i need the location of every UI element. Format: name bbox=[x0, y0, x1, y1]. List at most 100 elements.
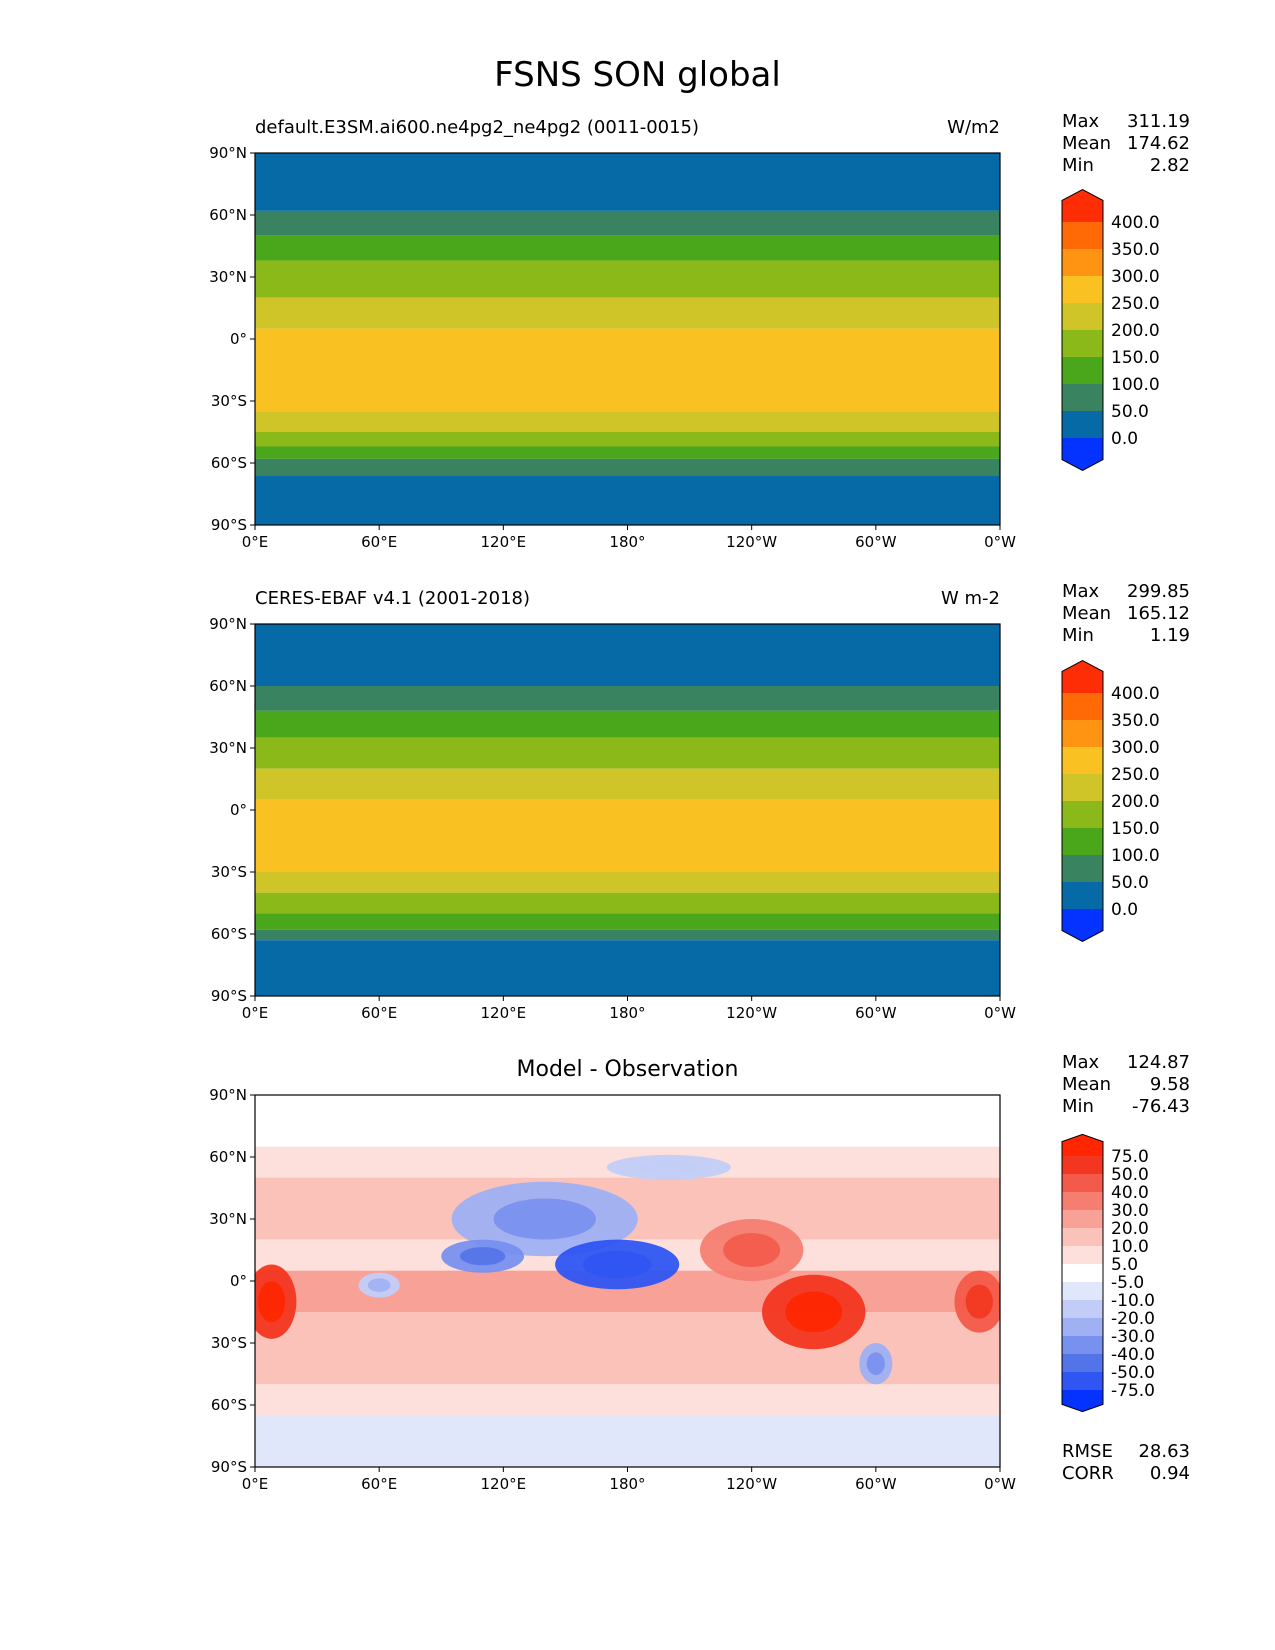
y-tick-label: 60°N bbox=[209, 677, 247, 695]
figure-title: FSNS SON global bbox=[494, 55, 781, 95]
y-tick-label: 90°N bbox=[209, 1086, 247, 1104]
stat-max: Max 124.87 bbox=[1062, 1052, 1190, 1073]
x-tick-label: 0°E bbox=[242, 1475, 269, 1493]
contour-field bbox=[255, 624, 1000, 996]
colorbar-extend-min bbox=[1062, 909, 1103, 942]
contour-band bbox=[255, 686, 1000, 711]
y-tick-label: 90°N bbox=[209, 615, 247, 633]
contour-band bbox=[255, 1384, 1000, 1416]
colorbar-swatch bbox=[1062, 222, 1103, 249]
panel-reference-title-left: CERES-EBAF v4.1 (2001-2018) bbox=[255, 588, 531, 609]
stat-rmse-value: 28.63 bbox=[1138, 1441, 1190, 1462]
stat-mean-value: 165.12 bbox=[1127, 603, 1190, 624]
y-tick-label: 30°N bbox=[209, 739, 247, 757]
contour-band bbox=[255, 210, 1000, 236]
contour-blob-core bbox=[459, 1247, 506, 1266]
contour-blob-core bbox=[866, 1352, 885, 1376]
contour-blob-core bbox=[583, 1250, 652, 1279]
contour-blob-core bbox=[723, 1232, 781, 1268]
x-tick-label: 120°W bbox=[726, 1004, 777, 1022]
y-tick-label: 90°N bbox=[209, 144, 247, 162]
colorbar-label: -5.0 bbox=[1111, 1273, 1144, 1293]
contour-band bbox=[255, 913, 1000, 930]
x-tick-label: 120°W bbox=[726, 1475, 777, 1493]
x-tick-label: 0°E bbox=[242, 1004, 269, 1022]
contour-band bbox=[255, 892, 1000, 914]
colorbar-label: 20.0 bbox=[1111, 1219, 1149, 1239]
map-panel-test: 0°E 60°E 120°E 180° 120°W 60°W 0°W 90°N 60°N 30°N… bbox=[209, 144, 1159, 551]
colorbar-label: 150.0 bbox=[1111, 819, 1160, 839]
contour-band bbox=[255, 710, 1000, 738]
y-tick-label: 30°N bbox=[209, 1210, 247, 1228]
colorbar-label: -30.0 bbox=[1111, 1327, 1155, 1347]
contour-band bbox=[255, 260, 1000, 298]
map-panel-reference: 0°E 60°E 120°E 180° 120°W 60°W 0°W 90°N 60°N 30°N… bbox=[209, 615, 1159, 1022]
contour-field bbox=[255, 153, 1000, 525]
colorbar-label: 50.0 bbox=[1111, 1165, 1149, 1185]
colorbar-swatch bbox=[1062, 411, 1103, 438]
colorbar-label: 75.0 bbox=[1111, 1147, 1149, 1167]
y-tick-label: 90°S bbox=[211, 516, 247, 534]
stat-max: Max 299.85 bbox=[1062, 581, 1190, 602]
colorbar-swatch bbox=[1062, 249, 1103, 276]
colorbar-outline bbox=[1061, 1133, 1104, 1413]
colorbar-label: 350.0 bbox=[1111, 711, 1160, 731]
colorbar-swatch bbox=[1062, 357, 1103, 384]
colorbar-label: 250.0 bbox=[1111, 765, 1160, 785]
colorbar-swatch bbox=[1062, 303, 1103, 330]
x-tick-label: 60°E bbox=[361, 1475, 397, 1493]
contour-band bbox=[255, 929, 1000, 941]
contour-band bbox=[255, 872, 1000, 893]
colorbar-swatch bbox=[1062, 1264, 1103, 1282]
contour-blob-core bbox=[634, 1160, 704, 1175]
colorbar-extend-max bbox=[1062, 660, 1103, 693]
stat-mean: Mean 9.58 bbox=[1062, 1074, 1190, 1095]
stat-corr-value: 0.94 bbox=[1149, 1463, 1190, 1484]
x-tick-label: 120°E bbox=[481, 1475, 527, 1493]
colorbar-label: 50.0 bbox=[1111, 873, 1149, 893]
y-tick-label: 30°S bbox=[211, 392, 247, 410]
contour-band bbox=[255, 458, 1000, 476]
colorbar-label: 300.0 bbox=[1111, 738, 1160, 758]
colorbar-swatch bbox=[1062, 1300, 1103, 1318]
colorbar-label: -10.0 bbox=[1111, 1291, 1155, 1311]
stat-min: Min 1.19 bbox=[1062, 625, 1190, 646]
stat-mean: Mean 165.12 bbox=[1062, 603, 1190, 624]
stat-max-value: 299.85 bbox=[1127, 581, 1190, 602]
colorbar-swatch bbox=[1062, 1228, 1103, 1246]
colorbar-label: 10.0 bbox=[1111, 1237, 1149, 1257]
contour-blob-core bbox=[965, 1284, 993, 1319]
colorbar-label: 5.0 bbox=[1111, 1255, 1138, 1275]
stat-min-value: 1.19 bbox=[1149, 625, 1190, 646]
y-tick-label: 30°N bbox=[209, 268, 247, 286]
stat-corr: CORR 0.94 bbox=[1062, 1463, 1190, 1484]
colorbar-swatch bbox=[1062, 693, 1103, 720]
stat-max-value: 124.87 bbox=[1127, 1052, 1190, 1073]
contour-blob-core bbox=[257, 1281, 286, 1323]
y-tick-label: 30°S bbox=[211, 1334, 247, 1352]
y-tick-label: 0° bbox=[230, 1272, 247, 1290]
contour-band bbox=[255, 475, 1000, 525]
stat-mean-value: 174.62 bbox=[1127, 133, 1190, 154]
colorbar-swatch bbox=[1062, 1336, 1103, 1354]
colorbar-extend-max bbox=[1062, 1134, 1103, 1156]
stat-max-value: 311.19 bbox=[1127, 111, 1190, 132]
colorbar-label: 300.0 bbox=[1111, 267, 1160, 287]
contour-band bbox=[255, 446, 1000, 459]
colorbar-label: 400.0 bbox=[1111, 213, 1160, 233]
y-tick-label: 60°S bbox=[211, 1396, 247, 1414]
x-tick-label: 60°E bbox=[361, 1004, 397, 1022]
panel-test-stats: Max 311.19 Mean 174.62 Min 2.82 bbox=[1062, 111, 1190, 177]
map-panel-difference: 0°E 60°E 120°E 180° 120°W 60°W 0°W 90°N 60°N 30°N… bbox=[209, 1086, 1155, 1493]
stat-min-value: 2.82 bbox=[1149, 155, 1190, 176]
y-tick-label: 30°S bbox=[211, 863, 247, 881]
contour-band bbox=[255, 1095, 1000, 1147]
x-tick-label: 0°W bbox=[984, 1004, 1016, 1022]
colorbar-label: 350.0 bbox=[1111, 240, 1160, 260]
colorbar-label: -50.0 bbox=[1111, 1363, 1155, 1383]
colorbar-outline bbox=[1061, 660, 1104, 942]
x-tick-label: 180° bbox=[609, 1475, 645, 1493]
panel-reference-units: W m-2 bbox=[940, 588, 1000, 609]
x-tick-label: 60°W bbox=[855, 1004, 897, 1022]
y-tick-label: 0° bbox=[230, 330, 247, 348]
